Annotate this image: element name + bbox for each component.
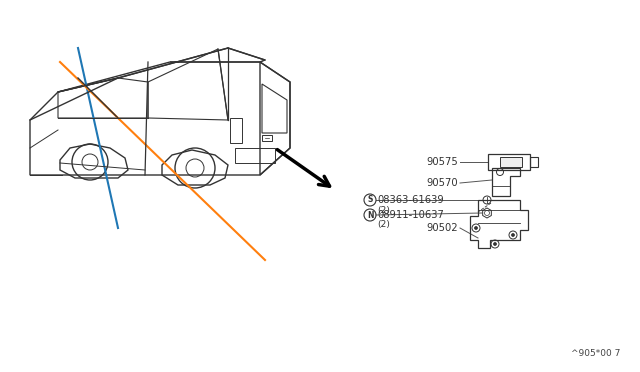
Text: 08911-10637: 08911-10637 (377, 210, 444, 220)
FancyBboxPatch shape (488, 154, 530, 170)
Text: 08363-61639: 08363-61639 (377, 195, 444, 205)
Text: (2): (2) (377, 221, 390, 230)
Text: 90502: 90502 (426, 223, 458, 233)
Text: S: S (367, 196, 372, 205)
Text: ^905*00 7: ^905*00 7 (571, 349, 620, 358)
Text: 90575: 90575 (426, 157, 458, 167)
Bar (230, 118, 242, 143)
Circle shape (511, 234, 515, 237)
Text: N: N (367, 211, 373, 219)
Circle shape (493, 243, 497, 246)
Bar (262, 135, 272, 141)
Circle shape (474, 227, 477, 230)
FancyBboxPatch shape (500, 157, 522, 167)
Text: (2): (2) (377, 205, 390, 215)
Bar (235, 148, 275, 163)
Text: 90570: 90570 (426, 178, 458, 188)
